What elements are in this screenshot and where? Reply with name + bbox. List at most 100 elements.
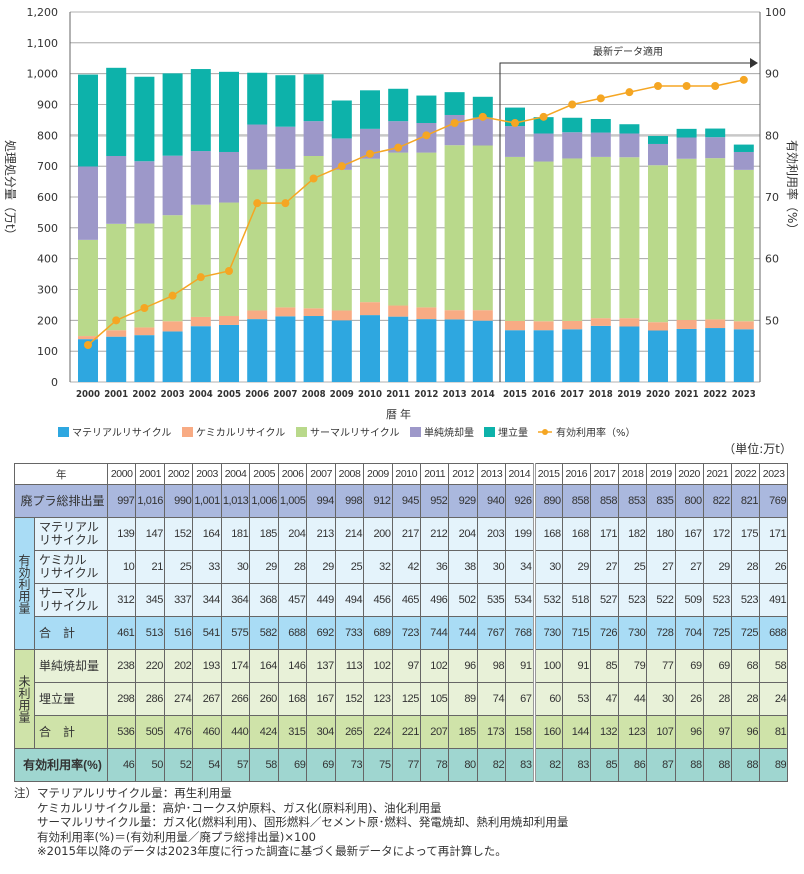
x-tick-label: 2009 (330, 389, 354, 400)
table-cell: 185 (448, 715, 478, 749)
table-cell: 26 (674, 682, 704, 716)
rate-point (366, 149, 374, 158)
x-tick-label: 2020 (646, 389, 670, 400)
table-cell: 345 (135, 583, 165, 617)
bar-1 (705, 328, 726, 382)
y-tick-label: 900 (37, 99, 58, 112)
table-cell: 744 (419, 616, 450, 650)
table-cell: 50 (135, 748, 165, 782)
bar-1 (416, 319, 437, 382)
bar-3 (533, 161, 554, 322)
table-cell: 182 (618, 517, 648, 551)
table-cell: 214 (334, 517, 365, 551)
y-tick-label: 1,000 (27, 68, 59, 81)
bar-1 (219, 324, 239, 382)
table-cell: 82 (532, 748, 563, 782)
bar-2 (388, 305, 409, 317)
y-tick-label: 700 (37, 160, 58, 173)
y2-tick-label: 90 (765, 68, 779, 81)
group-row: 未利用量 単純焼却量 238 220 202 193 174 164 146 137 113 102 9… (14, 649, 789, 749)
bar-5 (733, 144, 754, 152)
table-cell: 86 (618, 748, 648, 782)
table-cell: 689 (363, 616, 393, 650)
table-cell: 769 (759, 484, 789, 518)
year-header-cell: 2022 (730, 463, 761, 485)
x-tick-label: 2022 (703, 389, 727, 400)
table-cell: 822 (702, 484, 732, 518)
table-cell: 523 (730, 583, 761, 617)
table-cell: 460 (192, 715, 222, 749)
legend-label: サーマルリサイクル (310, 427, 400, 439)
bar-5 (106, 67, 127, 156)
bar-1 (648, 330, 668, 382)
table-cell: 213 (306, 517, 336, 551)
bar-5 (331, 100, 352, 139)
table-cell: 532 (532, 583, 563, 617)
table-cell: 100 (532, 649, 563, 683)
rate-point (596, 94, 605, 103)
row-label: 単純焼却量 (34, 649, 108, 683)
year-header-cell: 2013 (476, 463, 507, 485)
group-row: 有効利用量 マテリアル リサイクル 139 147 152 164 181 185 204 213… (14, 517, 789, 650)
year-header-cell: 2014 (505, 463, 535, 485)
table-cell: 123 (363, 682, 393, 716)
bar-1 (303, 316, 324, 382)
table-cell: 733 (334, 616, 365, 650)
y-axis-label: 処理処分量（万t） (3, 140, 17, 241)
table-cell: 726 (589, 616, 620, 650)
bar-3 (444, 145, 465, 311)
table-cell: 926 (505, 484, 535, 518)
x-tick-label: 2004 (189, 389, 213, 400)
table-cell: 990 (163, 484, 194, 518)
table-cell: 152 (334, 682, 365, 716)
table-cell: 491 (759, 583, 789, 617)
year-header-cell: 2012 (448, 463, 478, 485)
table-cell: 68 (730, 649, 761, 683)
table-cell: 312 (106, 583, 137, 617)
row-label: 廃プラ総排出量 (14, 484, 108, 518)
bar-2 (505, 320, 525, 331)
group-row: 合 計 461 513 516 541 575 582 688 692 733 689 723 744 7… (15, 616, 789, 650)
bar-2 (648, 322, 668, 331)
table-cell: 44 (618, 682, 648, 716)
table-cell: 456 (363, 583, 393, 617)
y2-axis-label: 有効利用率（%） (785, 140, 800, 235)
bar-3 (360, 158, 380, 303)
table-cell: 87 (646, 748, 676, 782)
table-cell: 30 (220, 550, 251, 584)
table-cell: 36 (419, 550, 450, 584)
table-cell: 457 (277, 583, 308, 617)
x-tick-label: 2016 (532, 389, 556, 400)
bar-4 (733, 151, 754, 170)
table-cell: 304 (306, 715, 336, 749)
y-tick-label: 400 (37, 253, 58, 266)
bar-3 (676, 158, 697, 321)
year-header-cell: 2002 (163, 463, 194, 485)
bar-5 (562, 117, 583, 133)
table-cell: 69 (277, 748, 308, 782)
table-cell: 102 (419, 649, 450, 683)
table-cell: 83 (505, 748, 535, 782)
table-cell: 200 (363, 517, 393, 551)
bar-5 (247, 72, 268, 125)
bar-1 (106, 336, 127, 382)
bar-3 (505, 156, 525, 321)
year-header-cell: 2023 (759, 463, 789, 485)
bar-4 (472, 117, 493, 146)
legend-label: マテリアルリサイクル (72, 427, 171, 439)
table-cell: 181 (220, 517, 251, 551)
table-cell: 513 (135, 616, 165, 650)
table-section: 年 2000 2001 2002 2003 2004 2005 2006 2007 2008 200… (14, 463, 794, 859)
table-cell: 27 (674, 550, 704, 584)
table-cell: 46 (106, 748, 137, 782)
bar-4 (331, 138, 352, 170)
legend-swatch (58, 427, 69, 437)
y-tick-label: 0 (51, 376, 58, 389)
bar-1 (444, 319, 465, 382)
table-cell: 424 (249, 715, 279, 749)
bar-2 (331, 310, 352, 321)
rate-point (84, 341, 92, 349)
table-cell: 536 (106, 715, 137, 749)
bar-2 (444, 310, 465, 320)
